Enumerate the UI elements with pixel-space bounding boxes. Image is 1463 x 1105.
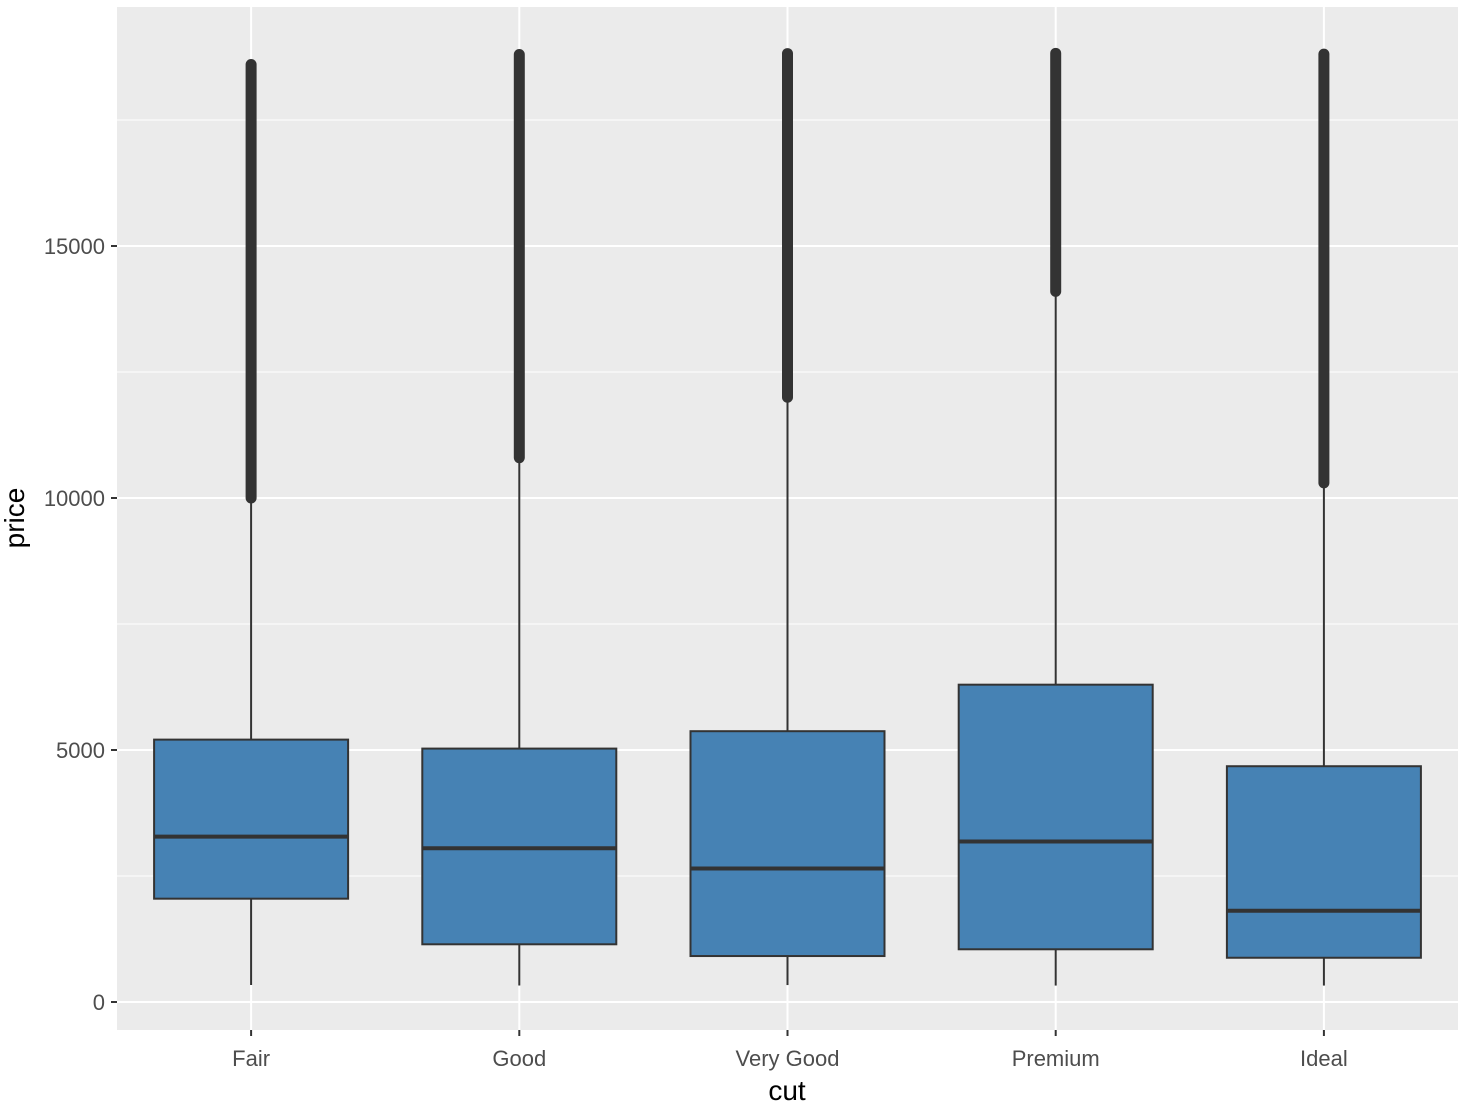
iqr-box [1225, 765, 1422, 959]
iqr-box [153, 738, 350, 900]
x-tick-label: Fair [232, 1046, 270, 1071]
x-tick-label: Ideal [1300, 1046, 1348, 1071]
x-axis-title: cut [768, 1075, 806, 1105]
box-good [421, 48, 618, 986]
iqr-box [957, 683, 1154, 951]
boxes [153, 47, 1422, 986]
iqr-box [689, 730, 886, 958]
box-ideal [1225, 48, 1422, 986]
x-tick-label: Good [492, 1046, 546, 1071]
box-very-good [689, 48, 886, 986]
y-axis: 0 5000 10000 15000 [44, 234, 117, 1015]
y-tick-label: 5000 [56, 738, 105, 763]
y-axis-title: price [0, 488, 30, 549]
box-premium [957, 47, 1154, 986]
box-fair [153, 59, 350, 986]
y-tick-label: 0 [93, 990, 105, 1015]
y-tick-label: 15000 [44, 234, 105, 259]
x-axis: Fair Good Very Good Premium Ideal [232, 1030, 1348, 1071]
x-tick-label: Premium [1012, 1046, 1100, 1071]
y-tick-label: 10000 [44, 486, 105, 511]
x-tick-label: Very Good [736, 1046, 840, 1071]
